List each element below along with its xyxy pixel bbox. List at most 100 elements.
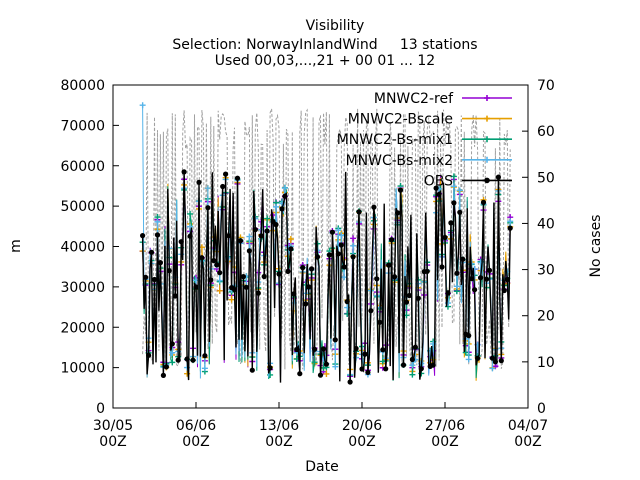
data-point [312, 346, 318, 352]
legend-label: MNWC2-Bs-mix1 [337, 132, 453, 148]
data-point [409, 371, 416, 378]
data-point [148, 249, 155, 255]
data-point [392, 274, 398, 280]
data-point [255, 290, 261, 296]
data-point [181, 169, 187, 175]
data-point [478, 275, 484, 281]
x-tick-label-2: 00Z [265, 434, 292, 450]
data-point [335, 251, 341, 257]
data-point [386, 262, 392, 268]
data-point [323, 361, 329, 367]
y-axis-label: m [8, 239, 24, 253]
data-point [231, 286, 238, 293]
data-point [273, 203, 280, 210]
chart-subtitle: Selection: NorwayInlandWind 13 stations [172, 37, 477, 53]
data-point [335, 227, 342, 234]
data-point [397, 187, 404, 193]
x-tick-label-2: 00Z [348, 434, 375, 450]
data-point [347, 379, 353, 385]
data-point [338, 232, 345, 239]
y2-tick-label: 20 [537, 309, 555, 325]
data-point [285, 268, 291, 274]
y2-tick-label: 60 [537, 124, 555, 140]
data-point [389, 237, 395, 243]
data-point [448, 220, 454, 226]
data-point [469, 276, 475, 282]
y-tick-label: 80000 [60, 78, 105, 94]
data-point [412, 344, 418, 350]
y2-tick-label: 70 [537, 78, 555, 94]
data-point [483, 276, 490, 282]
data-point [350, 242, 357, 249]
data-point [291, 291, 297, 297]
data-point [498, 358, 504, 364]
data-point [279, 206, 285, 212]
data-point [258, 233, 264, 239]
data-point [323, 370, 330, 377]
y-tick-label: 10000 [60, 361, 105, 377]
data-point [371, 204, 377, 210]
series-layer [139, 102, 514, 385]
data-point [430, 362, 436, 368]
data-point [350, 235, 357, 242]
data-point [380, 347, 386, 353]
data-point [374, 276, 380, 282]
x-axis-label: Date [305, 459, 338, 475]
data-point [246, 248, 252, 254]
data-point [450, 173, 457, 180]
x-tick-label-2: 00Z [182, 434, 209, 450]
data-point [406, 292, 412, 299]
data-point [146, 352, 152, 358]
y-tick-label: 60000 [60, 159, 105, 175]
y2-axis-label: No cases [588, 215, 604, 278]
data-point [287, 236, 294, 243]
data-point [223, 171, 229, 177]
data-point [350, 254, 356, 260]
y2-tick-label: 0 [537, 401, 546, 417]
data-point [492, 359, 498, 365]
data-point [217, 270, 223, 276]
data-point [460, 256, 466, 262]
y-tick-label: 40000 [60, 240, 105, 256]
data-point [332, 363, 339, 370]
data-point [359, 366, 365, 372]
data-point [362, 351, 368, 357]
legend-label: MNWC2-Bscale [348, 112, 453, 128]
legend-marker [484, 95, 490, 101]
data-point [249, 367, 255, 373]
x-tick-label-2: 00Z [514, 434, 541, 450]
data-point [160, 372, 166, 378]
data-point [169, 359, 176, 366]
data-point [216, 287, 223, 294]
data-point [139, 102, 146, 109]
chart-subtitle-2: Used 00,03,...,21 + 00 01 ... 12 [215, 53, 435, 69]
data-point [341, 274, 348, 281]
data-point [507, 225, 513, 231]
data-point [264, 228, 270, 234]
x-tick-label-2: 00Z [99, 434, 126, 450]
data-point [454, 270, 460, 276]
y2-tick-label: 50 [537, 170, 555, 186]
data-point [281, 185, 288, 192]
data-point [276, 271, 282, 277]
data-point [457, 209, 463, 215]
chart-title: Visibility [306, 18, 365, 34]
data-point [409, 362, 416, 369]
x-tick-label: 06/06 [176, 418, 216, 434]
data-point [507, 218, 514, 225]
data-point [314, 254, 321, 260]
data-point [489, 365, 496, 372]
data-point [341, 264, 347, 270]
data-point [320, 346, 327, 352]
data-point [282, 193, 288, 199]
data-point [466, 333, 472, 339]
data-point [433, 185, 439, 191]
legend-marker [484, 115, 490, 122]
x-tick-label: 20/06 [342, 418, 382, 434]
data-point [172, 293, 178, 299]
legend: MNWC2-ref MNWC2-Bscale MNWC2-Bs-mix1 MNWC-B… [337, 91, 512, 189]
cases-layer [142, 108, 511, 371]
data-point [294, 346, 300, 353]
data-point [451, 200, 457, 206]
data-point [178, 239, 184, 245]
